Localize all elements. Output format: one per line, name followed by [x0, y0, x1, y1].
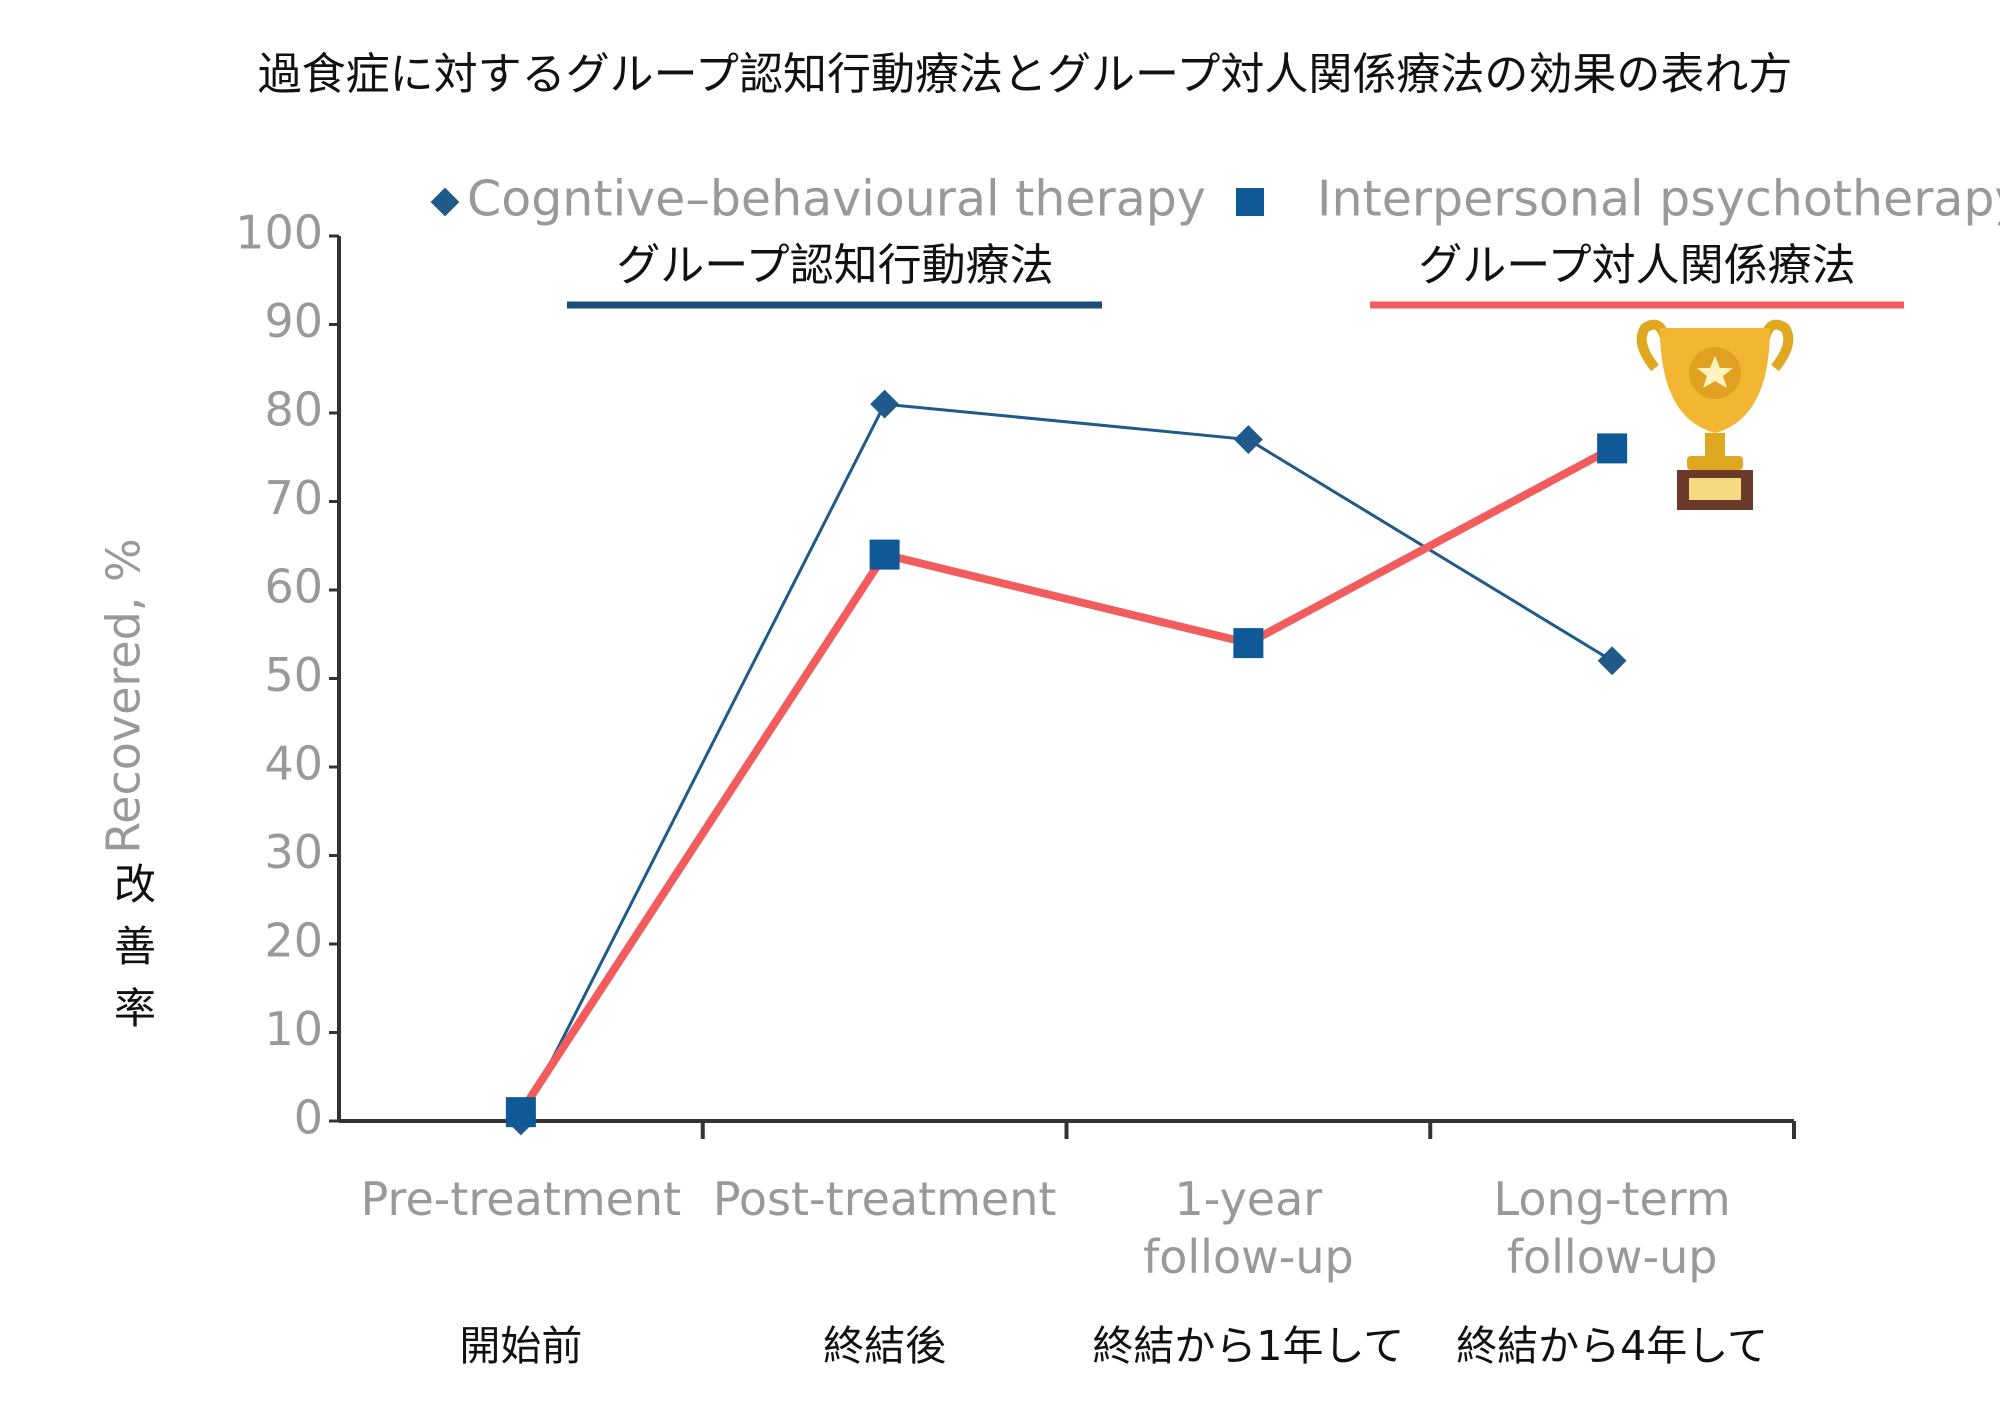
y-axis-label: Recovered, %	[97, 538, 151, 854]
legend-marker	[1236, 188, 1264, 216]
y-tick-label: 10	[264, 1002, 323, 1056]
x-tick-label-ja: 終結後	[823, 1322, 947, 1370]
trophy	[1636, 319, 1794, 510]
point	[869, 539, 900, 570]
series-line	[519, 402, 1613, 1122]
y-axis-label-ja: 改善率	[108, 862, 157, 1048]
y-tick-label: 50	[264, 648, 323, 702]
y-tick-label: 70	[264, 471, 323, 525]
series-line	[519, 447, 1613, 1113]
y-tick-label: 20	[264, 914, 323, 968]
point	[1233, 628, 1264, 659]
point	[1233, 425, 1263, 454]
point	[1597, 433, 1628, 464]
legend-label-ja: グループ認知行動療法	[616, 240, 1053, 291]
y-tick-label: 30	[264, 825, 323, 879]
series-highlight	[517, 444, 1615, 1115]
legend-marker	[430, 187, 460, 217]
y-tick-label: 40	[264, 737, 323, 791]
chart-title: 過食症に対するグループ認知行動療法とグループ対人関係療法の効果の表れ方	[258, 49, 1793, 100]
x-tick-label: Long-term follow-up	[1493, 1172, 1731, 1284]
x-tick-label: Post-treatment	[712, 1172, 1057, 1226]
y-tick-label: 80	[264, 383, 323, 437]
point	[505, 1097, 536, 1128]
legend-label-ja: グループ対人関係療法	[1418, 240, 1855, 291]
y-tick-label: 100	[235, 206, 323, 260]
y-tick-label: 60	[264, 560, 323, 614]
y-tick-label: 90	[264, 294, 323, 348]
x-tick-label-ja: 開始前	[459, 1322, 583, 1370]
x-tick-label: 1-year follow-up	[1143, 1172, 1354, 1284]
x-tick-label-ja: 終結から4年して	[1456, 1322, 1769, 1370]
x-tick-label: Pre-treatment	[360, 1172, 682, 1226]
x-tick-label-ja: 終結から1年して	[1092, 1322, 1405, 1370]
point	[1597, 646, 1627, 676]
point	[870, 389, 900, 419]
legend-label: Interpersonal psychotherapy	[1317, 171, 2000, 228]
legend-label: Cogntive–behavioural therapy	[467, 171, 1206, 228]
y-tick-label: 0	[294, 1091, 323, 1145]
